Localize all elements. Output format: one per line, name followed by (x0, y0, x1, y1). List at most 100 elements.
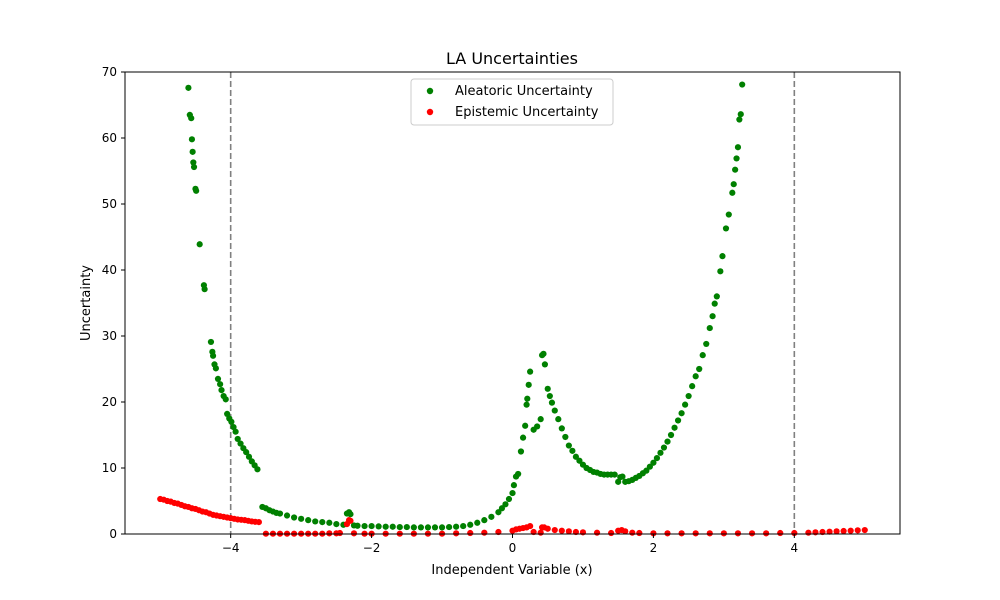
legend-label-epistemic: Epistemic Uncertainty (455, 105, 599, 120)
point-s1-61 (527, 522, 534, 530)
y-tick-label-4: 40 (102, 263, 117, 277)
point-s1-94 (833, 528, 840, 535)
point-s0-67 (445, 523, 453, 531)
point-s0-26 (232, 428, 239, 435)
point-s0-62 (410, 524, 417, 531)
point-s0-81 (515, 470, 522, 478)
point-s0-141 (699, 352, 706, 359)
point-s0-2 (188, 115, 195, 122)
point-s0-147 (717, 268, 724, 275)
point-s0-135 (678, 410, 685, 417)
point-s0-85 (523, 401, 530, 408)
point-s0-83 (519, 434, 527, 441)
point-s0-19 (218, 387, 225, 394)
point-s0-58 (382, 523, 389, 530)
point-s0-126 (646, 463, 653, 470)
point-s0-149 (722, 225, 730, 232)
point-s0-132 (667, 431, 675, 439)
point-s0-77 (505, 495, 513, 503)
point-s0-152 (730, 181, 737, 188)
point-s0-139 (692, 373, 699, 380)
point-s0-105 (576, 457, 583, 464)
point-s1-91 (812, 529, 819, 536)
point-s1-84 (720, 530, 727, 537)
point-s0-137 (685, 392, 692, 400)
point-s0-103 (569, 447, 576, 454)
point-s0-146 (713, 293, 720, 300)
point-s0-5 (190, 159, 197, 166)
point-s1-76 (622, 528, 629, 535)
point-s0-34 (254, 466, 261, 473)
point-s0-136 (682, 401, 689, 408)
point-s0-24 (228, 418, 235, 425)
point-s0-128 (653, 455, 661, 462)
x-tick-label-4: 4 (790, 541, 798, 555)
point-s0-125 (643, 467, 650, 474)
point-s1-79 (650, 530, 657, 537)
point-s0-145 (711, 300, 718, 307)
point-s0-115 (611, 471, 618, 478)
point-s0-155 (734, 144, 742, 151)
axes-frame (124, 71, 901, 535)
point-s1-40 (336, 529, 343, 537)
point-s1-43 (347, 517, 354, 524)
point-s1-44 (350, 530, 358, 537)
point-s0-42 (290, 514, 298, 521)
point-s0-151 (729, 189, 736, 196)
point-s0-86 (524, 395, 531, 402)
point-s0-153 (732, 166, 739, 173)
point-s0-157 (737, 111, 744, 118)
point-s0-154 (733, 155, 740, 162)
point-s0-46 (319, 519, 326, 526)
point-s0-61 (403, 523, 410, 531)
x-tick-label-2: 0 (509, 541, 517, 555)
point-s0-52 (347, 511, 354, 518)
chart-title: LA Uncertainties (446, 49, 578, 68)
point-s0-91 (537, 416, 544, 423)
point-s0-158 (739, 81, 746, 88)
y-tick-label-1: 10 (102, 461, 117, 475)
legend-marker-epistemic (426, 108, 434, 116)
point-s1-72 (593, 529, 601, 536)
point-s0-63 (417, 524, 425, 531)
point-s0-127 (650, 459, 657, 466)
point-s0-65 (431, 524, 439, 531)
point-s0-143 (706, 324, 713, 332)
point-s0-70 (467, 521, 474, 528)
point-s1-85 (734, 530, 742, 537)
point-s0-129 (657, 449, 664, 456)
point-s1-28 (255, 519, 262, 526)
point-s0-9 (196, 241, 203, 248)
point-s0-22 (224, 410, 231, 417)
point-s0-40 (276, 510, 284, 517)
point-s0-69 (460, 522, 467, 530)
point-s0-41 (283, 512, 291, 519)
point-s0-134 (674, 417, 682, 424)
point-s0-133 (671, 424, 678, 431)
y-axis-label: Uncertainty (79, 265, 94, 341)
point-s0-25 (230, 423, 237, 431)
point-s0-156 (736, 116, 743, 123)
point-s0-74 (495, 509, 502, 516)
legend-label-aleatoric: Aleatoric Uncertainty (455, 84, 593, 99)
point-s0-28 (237, 440, 244, 447)
point-s0-104 (572, 453, 580, 460)
point-s1-83 (706, 530, 713, 537)
point-s1-88 (777, 529, 784, 537)
point-s0-93 (540, 350, 547, 357)
series-0 (185, 81, 746, 531)
point-s0-148 (719, 253, 726, 260)
y-tick-label-5: 50 (102, 197, 117, 211)
point-s1-66 (544, 525, 551, 532)
point-s0-116 (615, 478, 622, 485)
series-1 (157, 495, 868, 537)
point-s0-54 (354, 522, 361, 529)
point-s0-75 (498, 505, 506, 512)
point-s0-48 (333, 521, 340, 528)
point-s1-86 (748, 530, 756, 537)
point-s0-6 (190, 163, 198, 171)
point-s0-14 (209, 352, 217, 359)
legend-marker-aleatoric (426, 87, 434, 95)
x-tick-label-3: 2 (650, 541, 658, 555)
point-s1-52 (453, 530, 460, 537)
